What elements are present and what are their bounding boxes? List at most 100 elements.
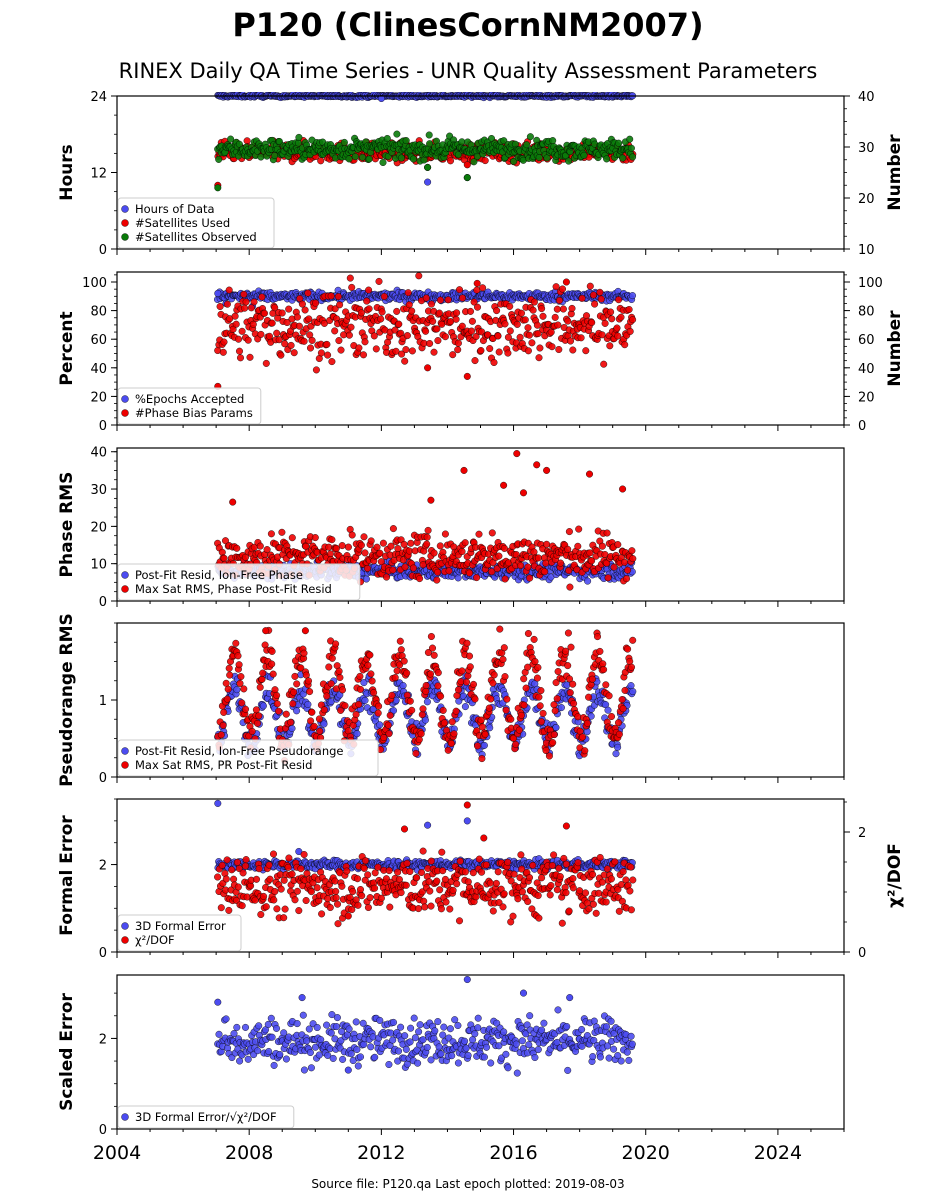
- data-point: [610, 563, 618, 571]
- data-point: [618, 696, 626, 704]
- data-point: [219, 348, 227, 356]
- data-point: [307, 717, 315, 725]
- data-point: [526, 574, 534, 582]
- y-tick-label: 60: [90, 333, 107, 348]
- data-point: [427, 670, 435, 678]
- data-point: [258, 675, 266, 683]
- y-tick-label: 1: [99, 694, 107, 709]
- data-point: [258, 293, 266, 301]
- data-point: [534, 664, 542, 672]
- data-point: [530, 298, 538, 306]
- data-point: [490, 671, 498, 679]
- data-point: [340, 138, 348, 146]
- data-point: [586, 549, 594, 557]
- data-point: [629, 688, 637, 696]
- data-point: [608, 315, 616, 323]
- data-point: [323, 692, 331, 700]
- data-point: [534, 330, 542, 338]
- data-point: [448, 718, 456, 726]
- data-point: [441, 530, 449, 538]
- data-point-outlier: [463, 372, 471, 380]
- data-point: [247, 304, 255, 312]
- legend-marker: [121, 761, 129, 769]
- data-point: [229, 325, 237, 333]
- y-tick-label: 30: [90, 483, 107, 498]
- data-point: [614, 541, 622, 549]
- y-tick-label: 0: [99, 595, 107, 610]
- data-point: [400, 657, 408, 665]
- data-point: [250, 298, 258, 306]
- data-point: [408, 347, 416, 355]
- data-point: [564, 629, 572, 637]
- data-point: [461, 539, 469, 547]
- data-point: [458, 322, 466, 330]
- data-point: [293, 707, 301, 715]
- data-point-outlier: [229, 498, 237, 506]
- data-point: [422, 687, 430, 695]
- data-point: [510, 157, 518, 165]
- data-point: [281, 340, 289, 348]
- data-point: [241, 304, 249, 312]
- data-point: [517, 711, 525, 719]
- data-point: [384, 721, 392, 729]
- y-axis-label: Hours: [57, 144, 77, 201]
- data-point: [495, 348, 503, 356]
- legend-label: #Satellites Used: [135, 216, 230, 230]
- data-point: [225, 286, 233, 294]
- data-point: [447, 157, 455, 165]
- data-point: [267, 530, 275, 538]
- legend-label: Post-Fit Resid, Ion-Free Pseudorange: [135, 744, 343, 758]
- y-right-tick-label: 10: [858, 243, 875, 258]
- data-point: [473, 574, 481, 582]
- data-point-outlier: [460, 466, 468, 474]
- data-point: [298, 300, 306, 308]
- data-point: [338, 542, 346, 550]
- data-point: [300, 337, 308, 345]
- data-point: [236, 679, 244, 687]
- data-point: [375, 702, 383, 710]
- y-tick-label: 80: [90, 305, 107, 320]
- data-points: [214, 799, 637, 928]
- data-point: [525, 331, 533, 339]
- data-point: [348, 283, 356, 291]
- data-point: [450, 730, 458, 738]
- data-point: [624, 566, 632, 574]
- data-point: [236, 354, 244, 362]
- data-point: [590, 291, 598, 299]
- data-point: [454, 151, 462, 159]
- data-point: [481, 730, 489, 738]
- data-point-outlier: [500, 481, 508, 489]
- y-right-tick-label: 80: [858, 305, 875, 320]
- data-point: [441, 333, 449, 341]
- data-point: [535, 153, 543, 161]
- data-point: [356, 672, 364, 680]
- data-point: [598, 331, 606, 339]
- data-point: [583, 728, 591, 736]
- data-point: [493, 307, 501, 315]
- data-point: [602, 681, 610, 689]
- data-point: [486, 724, 494, 732]
- series--phase-bias-params: [214, 272, 637, 390]
- data-point: [297, 664, 305, 672]
- data-point: [235, 661, 243, 669]
- data-point: [512, 740, 520, 748]
- data-point: [408, 307, 416, 315]
- y-right-axis-label: Number: [885, 310, 905, 387]
- data-point: [429, 644, 437, 652]
- data-point: [516, 333, 524, 341]
- data-point: [241, 705, 249, 713]
- data-point: [248, 727, 256, 735]
- data-point: [361, 338, 369, 346]
- data-point: [335, 667, 343, 675]
- data-point: [499, 655, 507, 663]
- legend-marker: [121, 571, 129, 579]
- data-point-outlier: [513, 450, 521, 458]
- data-point: [360, 533, 368, 541]
- data-point: [304, 289, 312, 297]
- data-point-outlier: [377, 94, 385, 102]
- data-point: [597, 295, 605, 303]
- y-right-tick-label: 30: [858, 141, 875, 156]
- data-point: [554, 668, 562, 676]
